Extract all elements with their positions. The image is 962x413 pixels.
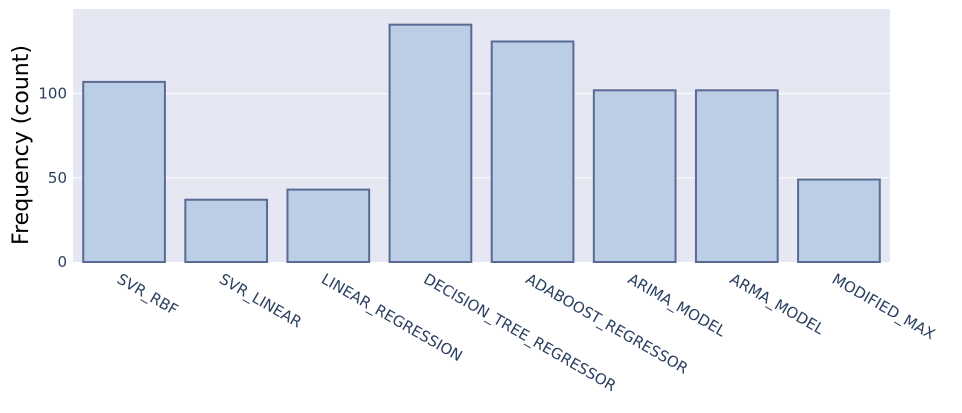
bar-svr-linear — [184, 198, 269, 263]
x-tick-label: ARIMA_MODEL — [624, 270, 729, 342]
x-tick-label: ARMA_MODEL — [726, 270, 827, 340]
bar-decision-tree-regressor — [388, 23, 473, 263]
x-tick-label: MODIFIED_MAX — [828, 270, 938, 344]
x-tick-label: DECISION_TREE_REGRESSOR — [420, 270, 619, 396]
x-tick-label: SVR_LINEAR — [216, 270, 305, 332]
bar-adaboost-regressor — [490, 40, 575, 264]
bar-modified-max — [797, 178, 881, 263]
y-tick-labels: 0 50 100 — [38, 85, 67, 271]
bar-linear-regression — [286, 188, 371, 263]
y-tick-label: 0 — [57, 253, 67, 271]
x-tick-label: ADABOOST_REGRESSOR — [522, 270, 691, 379]
y-axis-title: Frequency (count) — [9, 45, 34, 245]
x-tick-labels: SVR_RBF SVR_LINEAR LINEAR_REGRESSIONDECISI… — [114, 270, 939, 396]
x-tick-label: SVR_RBF — [114, 270, 182, 320]
y-tick-label: 50 — [48, 169, 67, 187]
bar-arima-model — [592, 89, 677, 264]
bar-svr-rbf — [82, 80, 166, 263]
bar-arma-model — [694, 89, 779, 264]
bars — [82, 23, 881, 264]
y-tick-label: 100 — [38, 85, 67, 103]
